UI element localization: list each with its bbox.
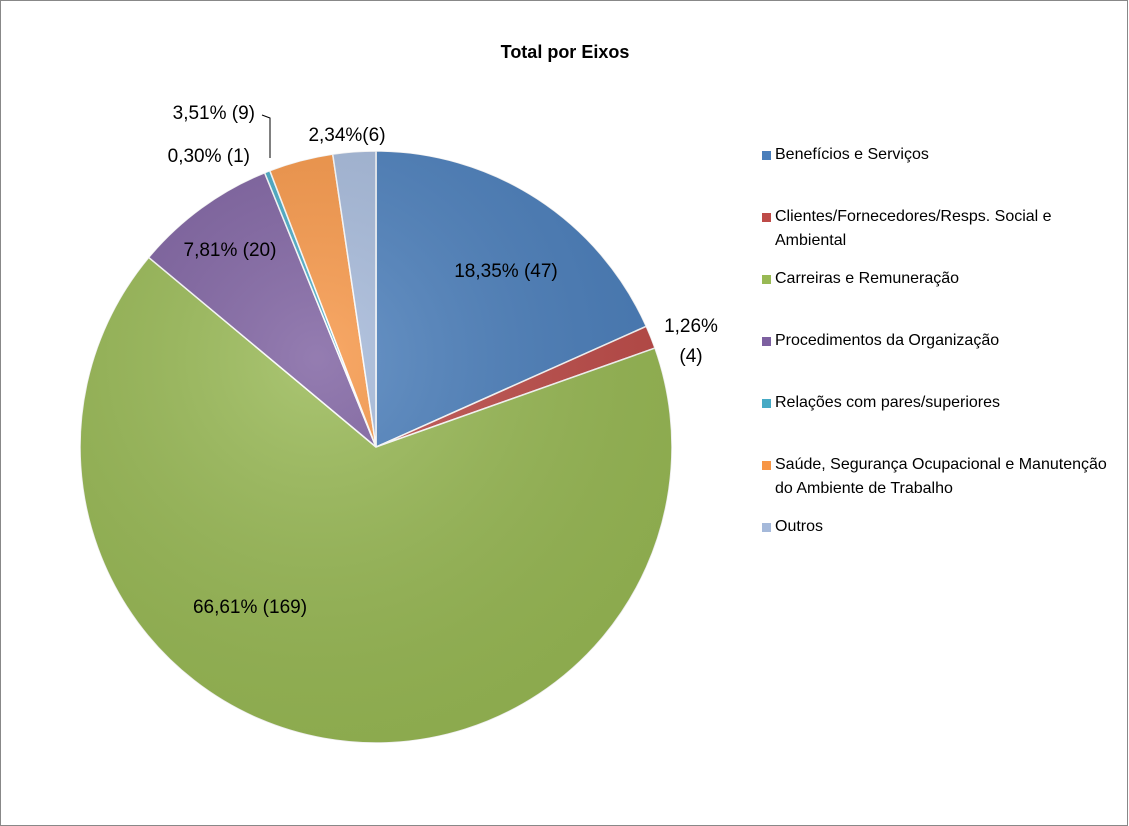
- legend-item: Benefícios e Serviços: [762, 143, 1117, 205]
- legend-label: Carreiras e Remuneração: [775, 270, 960, 287]
- legend-swatch: [762, 523, 771, 532]
- legend-swatch: [762, 461, 771, 470]
- legend-label: Outros: [775, 518, 824, 535]
- legend-swatch: [762, 399, 771, 408]
- legend-label: Benefícios e Serviços: [775, 146, 929, 163]
- legend-label: Procedimentos da Organização: [775, 332, 1000, 349]
- data-label: 3,51% (9): [173, 103, 255, 124]
- legend: Benefícios e Serviços Clientes/Fornecedor…: [762, 143, 1117, 577]
- legend-swatch: [762, 213, 771, 222]
- data-label: 66,61% (169): [193, 597, 307, 618]
- legend-item: Saúde, Segurança Ocupacional e Manutençã…: [762, 453, 1117, 515]
- data-label: 1,26% (4): [664, 316, 718, 367]
- legend-item: Carreiras e Remuneração: [762, 267, 1117, 329]
- chart-title: Total por Eixos: [501, 42, 630, 62]
- data-label: 7,81% (20): [184, 240, 277, 261]
- legend-item: Outros: [762, 515, 1117, 577]
- legend-item: Procedimentos da Organização: [762, 329, 1117, 391]
- legend-swatch: [762, 151, 771, 160]
- legend-label: Saúde, Segurança Ocupacional e Manutençã…: [775, 456, 1107, 497]
- legend-item: Clientes/Fornecedores/Resps. Social e Am…: [762, 205, 1117, 267]
- legend-item: Relações com pares/superiores: [762, 391, 1117, 453]
- legend-label: Clientes/Fornecedores/Resps. Social e Am…: [775, 208, 1052, 249]
- data-label: 2,34%(6): [308, 125, 385, 146]
- leader-line: [261, 114, 271, 158]
- data-label: 18,35% (47): [454, 261, 558, 282]
- legend-swatch: [762, 337, 771, 346]
- legend-swatch: [762, 275, 771, 284]
- legend-label: Relações com pares/superiores: [775, 394, 1000, 411]
- data-label: 0,30% (1): [168, 146, 250, 167]
